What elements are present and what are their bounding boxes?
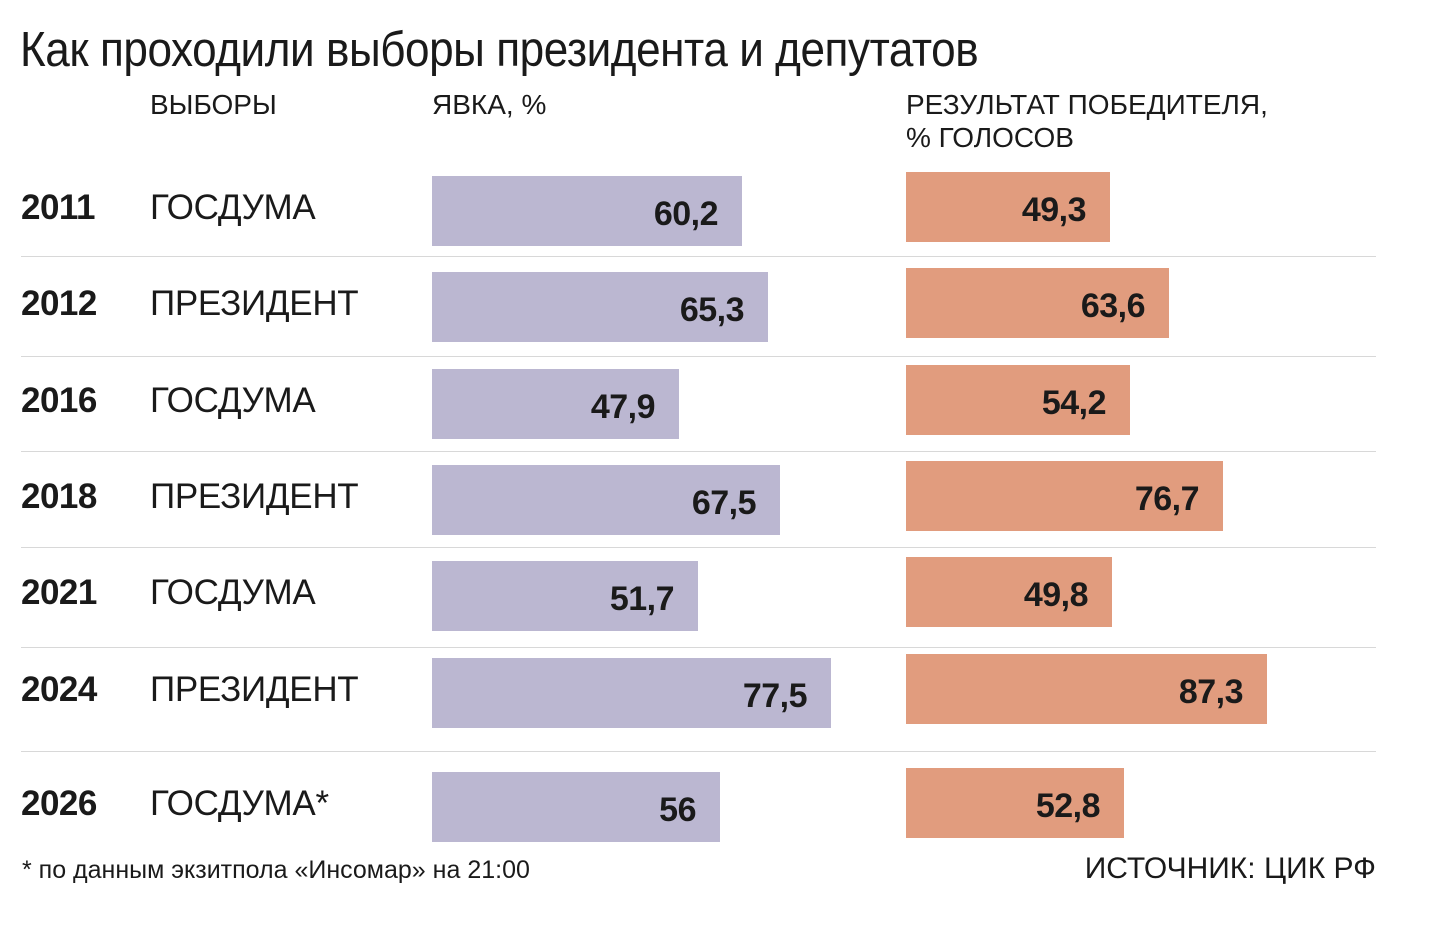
turnout-value-label: 51,7 [609,579,675,618]
chart-row: 2012 ПРЕЗИДЕНТ 65,3 63,6 [0,268,1454,368]
result-bar: 76,7 [906,461,1223,531]
result-value-label: 52,8 [1035,786,1101,825]
election-type-label: ПРЕЗИДЕНТ [150,284,359,323]
row-divider [21,647,1376,648]
turnout-bar: 56 [432,772,720,842]
row-divider [21,451,1376,452]
row-divider [21,547,1376,548]
election-type-label: ГОСДУМА* [150,784,329,823]
row-divider [21,356,1376,357]
result-value-label: 49,8 [1023,575,1089,614]
result-bar: 49,3 [906,172,1110,242]
result-bar: 52,8 [906,768,1124,838]
chart-row: 2016 ГОСДУМА 47,9 54,2 [0,365,1454,465]
chart-row: 2011 ГОСДУМА 60,2 49,3 [0,172,1454,272]
footnote: * по данным экзитпола «Инсомар» на 21:00 [22,856,530,884]
row-divider [21,751,1376,752]
year-label: 2016 [21,381,97,420]
result-value-label: 49,3 [1021,190,1087,229]
turnout-value-label: 60,2 [653,194,719,233]
year-label: 2012 [21,284,97,323]
chart-row: 2026 ГОСДУМА* 56 52,8 [0,768,1454,868]
year-label: 2021 [21,573,97,612]
chart-row: 2024 ПРЕЗИДЕНТ 77,5 87,3 [0,654,1454,754]
result-value-label: 87,3 [1178,672,1244,711]
turnout-bar: 77,5 [432,658,831,728]
result-bar: 63,6 [906,268,1169,338]
turnout-value-label: 67,5 [691,483,757,522]
chart-row: 2018 ПРЕЗИДЕНТ 67,5 76,7 [0,461,1454,561]
header-result-line2: % ГОЛОСОВ [906,122,1074,153]
result-bar: 87,3 [906,654,1267,724]
turnout-value-label: 77,5 [742,676,808,715]
result-value-label: 76,7 [1134,479,1200,518]
year-label: 2018 [21,477,97,516]
turnout-value-label: 47,9 [590,387,656,426]
year-label: 2011 [21,188,95,227]
turnout-bar: 47,9 [432,369,679,439]
turnout-value-label: 56 [659,790,696,829]
header-result: РЕЗУЛЬТАТ ПОБЕДИТЕЛЯ, % ГОЛОСОВ [906,88,1268,154]
header-elections: ВЫБОРЫ [150,89,277,120]
result-bar: 49,8 [906,557,1112,627]
year-label: 2026 [21,784,97,823]
election-type-label: ГОСДУМА [150,573,316,612]
election-type-label: ГОСДУМА [150,381,316,420]
turnout-bar: 60,2 [432,176,742,246]
turnout-bar: 65,3 [432,272,768,342]
source-note: ИСТОЧНИК: ЦИК РФ [1084,852,1376,885]
result-value-label: 63,6 [1080,286,1146,325]
result-bar: 54,2 [906,365,1130,435]
election-type-label: ПРЕЗИДЕНТ [150,477,359,516]
header-turnout: ЯВКА, % [432,89,547,120]
election-type-label: ГОСДУМА [150,188,316,227]
turnout-bar: 51,7 [432,561,698,631]
turnout-value-label: 65,3 [679,290,745,329]
turnout-bar: 67,5 [432,465,780,535]
header-result-line1: РЕЗУЛЬТАТ ПОБЕДИТЕЛЯ, [906,89,1268,120]
result-value-label: 54,2 [1041,383,1107,422]
chart-title: Как проходили выборы президента и депута… [20,23,979,77]
election-type-label: ПРЕЗИДЕНТ [150,670,359,709]
row-divider [21,256,1376,257]
year-label: 2024 [21,670,97,709]
chart-row: 2021 ГОСДУМА 51,7 49,8 [0,557,1454,657]
